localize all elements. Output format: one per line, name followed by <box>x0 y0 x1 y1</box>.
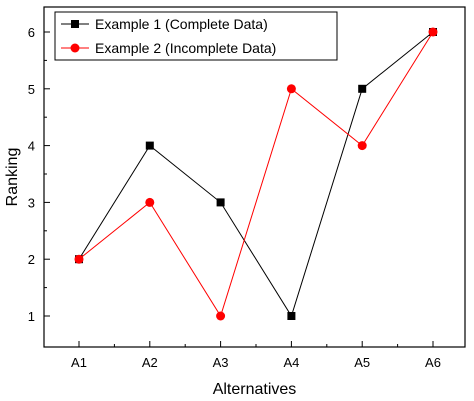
data-point <box>145 197 155 207</box>
y-tick-label: 2 <box>28 252 35 267</box>
legend-marker <box>71 20 79 28</box>
data-point <box>428 27 438 37</box>
legend-label: Example 2 (Incomplete Data) <box>95 40 276 56</box>
data-point <box>216 311 226 321</box>
x-tick-label: A6 <box>425 355 441 370</box>
x-tick-label: A5 <box>354 355 370 370</box>
legend-item: Example 1 (Complete Data) <box>61 16 268 32</box>
y-axis: 1 2 3 4 5 6 <box>28 25 50 324</box>
legend-box <box>54 11 338 61</box>
series-line <box>78 31 434 318</box>
y-tick-label: 4 <box>28 139 35 154</box>
data-point <box>358 84 367 93</box>
data-point <box>357 141 367 151</box>
y-axis-title: Ranking <box>4 148 21 207</box>
y-tick-label: 6 <box>28 25 35 40</box>
data-point <box>145 141 154 150</box>
x-tick-label: A2 <box>142 355 158 370</box>
data-point <box>216 198 225 207</box>
legend-marker <box>70 43 80 53</box>
series-layer <box>74 27 438 321</box>
data-point <box>286 84 296 94</box>
legend: Example 1 (Complete Data) Example 2 (Inco… <box>54 11 338 61</box>
x-tick-label: A4 <box>283 355 299 370</box>
legend-label: Example 1 (Complete Data) <box>95 16 268 32</box>
y-tick-label: 1 <box>28 309 35 324</box>
series-2 <box>74 27 438 321</box>
series-line <box>78 31 434 318</box>
x-tick-label: A3 <box>213 355 229 370</box>
x-axis-title: Alternatives <box>213 381 297 398</box>
data-point <box>74 254 84 264</box>
x-axis: A1 A2 A3 A4 A5 A6 <box>71 341 441 370</box>
y-tick-label: 5 <box>28 82 35 97</box>
data-point <box>287 312 296 320</box>
axes <box>43 6 466 348</box>
series-1 <box>75 28 437 320</box>
y-tick-label: 3 <box>28 195 35 210</box>
plot-frame <box>43 6 466 348</box>
x-tick-label: A1 <box>71 355 87 370</box>
legend-item: Example 2 (Incomplete Data) <box>61 40 276 56</box>
